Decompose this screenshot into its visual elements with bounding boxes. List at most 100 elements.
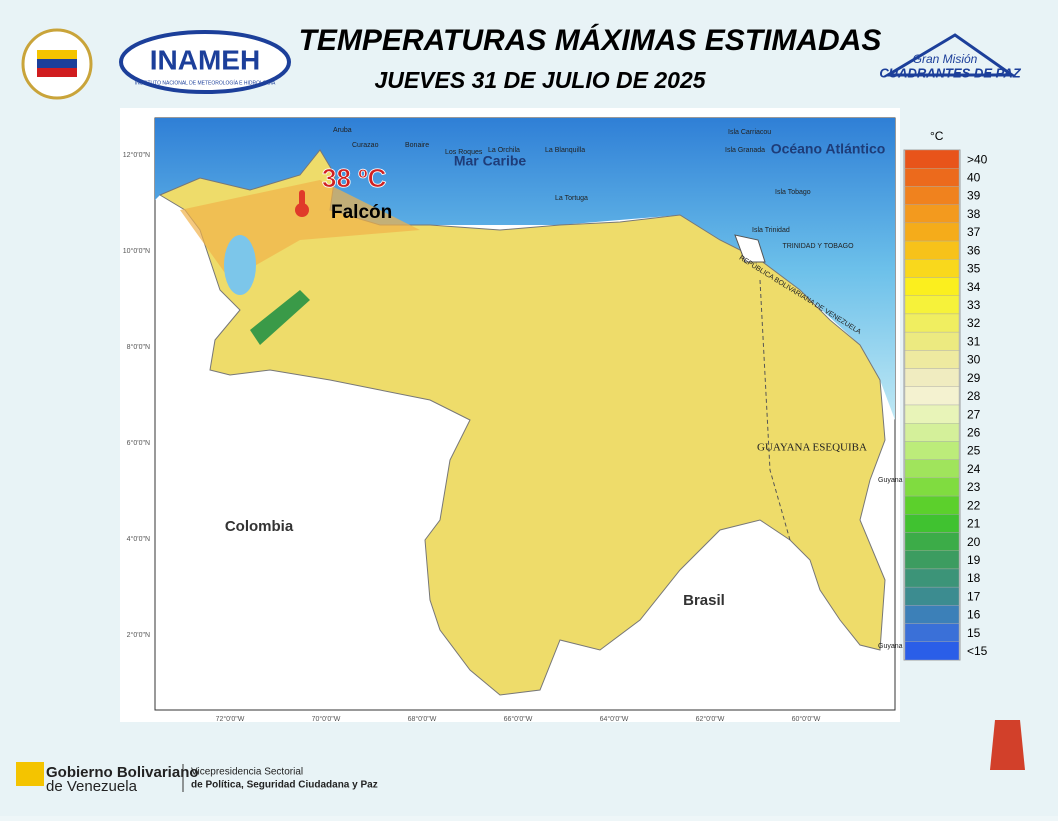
- legend-swatch: [904, 641, 960, 661]
- legend-label: 39: [967, 189, 981, 203]
- legend-label: >40: [967, 152, 988, 166]
- legend-label: 31: [967, 334, 981, 348]
- lon-label: 60°0'0"W: [792, 715, 821, 723]
- lon-label: 62°0'0"W: [696, 715, 725, 723]
- legend-swatch: [904, 168, 960, 187]
- gov-flag: [16, 762, 44, 786]
- legend-swatch: [904, 186, 960, 205]
- legend-swatch: [904, 495, 960, 515]
- highlight-value: 38 ºC: [322, 163, 387, 193]
- legend-label: 25: [967, 444, 981, 458]
- lon-label: 66°0'0"W: [504, 715, 533, 723]
- island-label: Aruba: [333, 127, 352, 134]
- venezuela: [158, 149, 886, 696]
- lat-label: 2°0'0"N: [127, 631, 150, 639]
- legend-label: 19: [967, 553, 981, 567]
- bicentennial-logo: [990, 720, 1025, 770]
- island-label: Curazao: [352, 142, 379, 149]
- island-label: La Orchila: [488, 147, 520, 154]
- legend-label: 15: [967, 626, 981, 640]
- trinidad: [734, 234, 766, 263]
- gov-line2: de Venezuela: [46, 778, 138, 795]
- lat-label: 8°0'0"N: [127, 343, 150, 351]
- sea-label: Mar Caribe: [454, 153, 527, 169]
- legend-swatch: [904, 532, 960, 551]
- legend-swatch: [904, 295, 960, 315]
- legend-swatch: [904, 222, 960, 242]
- legend-label: 16: [967, 608, 981, 622]
- island-label: Guyana: [878, 643, 903, 650]
- legend-label: 26: [967, 425, 981, 439]
- legend-label: 28: [967, 389, 981, 403]
- legend-label: 40: [967, 170, 981, 184]
- legend-swatch: [904, 441, 960, 460]
- island-label: Isla Tobago: [775, 189, 811, 196]
- legend-swatch: [904, 386, 960, 406]
- lon-label: 72°0'0"W: [216, 715, 245, 723]
- island-label: Isla Carriacou: [728, 129, 771, 136]
- legend-label: 36: [967, 243, 981, 257]
- lat-label: 4°0'0"N: [127, 535, 150, 543]
- cuadrantes-logo: [882, 33, 1017, 77]
- tt-label: TRINIDAD Y TOBAGO: [782, 243, 854, 250]
- legend-swatch: [904, 568, 960, 588]
- logo-caption: INSTITUTO NACIONAL DE METEOROLOGÍA E HID…: [135, 79, 276, 86]
- legend-swatch: [904, 240, 960, 260]
- island-label: Isla Trinidad: [752, 227, 790, 234]
- island-label: Guyana: [878, 477, 903, 484]
- lon-label: 64°0'0"W: [600, 715, 629, 723]
- title: TEMPERATURAS MÁXIMAS ESTIMADAS: [299, 23, 882, 57]
- island-label: Isla Granada: [725, 147, 765, 154]
- island-label: Bonaire: [405, 142, 429, 149]
- lon-label: 70°0'0"W: [312, 715, 341, 723]
- legend-label: 30: [967, 353, 981, 367]
- legend-swatch: [904, 331, 960, 351]
- logo-text: INAMEH: [150, 44, 260, 75]
- claim-label: GUAYANA ESEQUIBA: [757, 442, 867, 454]
- legend-swatch: [904, 259, 960, 278]
- claim-line: [759, 279, 791, 541]
- andes: [250, 290, 310, 345]
- legend-unit: °C: [930, 129, 944, 143]
- lat-label: 10°0'0"N: [123, 247, 150, 255]
- legend-swatch: [904, 350, 960, 369]
- legend-swatch: [904, 423, 960, 442]
- vp-line2: de Política, Seguridad Ciudadana y Paz: [191, 780, 378, 791]
- vp-line1: Vicepresidencia Sectorial: [191, 767, 303, 778]
- legend-label: <15: [967, 644, 988, 658]
- gov-line1: Gobierno Bolivariano: [46, 764, 199, 781]
- legend-label: 37: [967, 225, 981, 239]
- legend-swatch: [904, 149, 960, 169]
- legend-label: 23: [967, 480, 981, 494]
- legend-label: 24: [967, 462, 981, 476]
- legend-swatch: [904, 605, 960, 624]
- lon-label: 68°0'0"W: [408, 715, 437, 723]
- legend-label: 29: [967, 371, 981, 385]
- legend-label: 34: [967, 280, 981, 294]
- legend-swatch: [904, 514, 960, 533]
- thermometer-icon: [295, 203, 309, 217]
- legend-swatch: [904, 459, 960, 479]
- legend-swatch: [904, 586, 960, 606]
- legend-label: 20: [967, 535, 981, 549]
- legend-label: 35: [967, 262, 981, 276]
- brasil-label: Brasil: [683, 592, 725, 609]
- subtitle: JUEVES 31 DE JULIO DE 2025: [374, 67, 706, 93]
- logo-right-top: Gran Misión: [913, 52, 978, 66]
- thermometer-icon: [299, 190, 305, 208]
- legend-label: 17: [967, 589, 981, 603]
- inameh-logo: [119, 30, 291, 94]
- legend-swatch: [904, 477, 960, 497]
- legend-swatch: [904, 313, 960, 333]
- island-label: Los Roques: [445, 149, 483, 156]
- logo-right-bottom: CUADRANTES DE PAZ: [879, 65, 1021, 80]
- legend-swatch: [904, 623, 960, 642]
- lat-label: 6°0'0"N: [127, 439, 150, 447]
- legend-swatch: [904, 277, 960, 296]
- legend-label: 38: [967, 207, 981, 221]
- ocean-label: Océano Atlántico: [771, 141, 886, 157]
- lake-maracaibo: [224, 235, 256, 295]
- legend-label: 18: [967, 571, 981, 585]
- legend-label: 21: [967, 517, 981, 531]
